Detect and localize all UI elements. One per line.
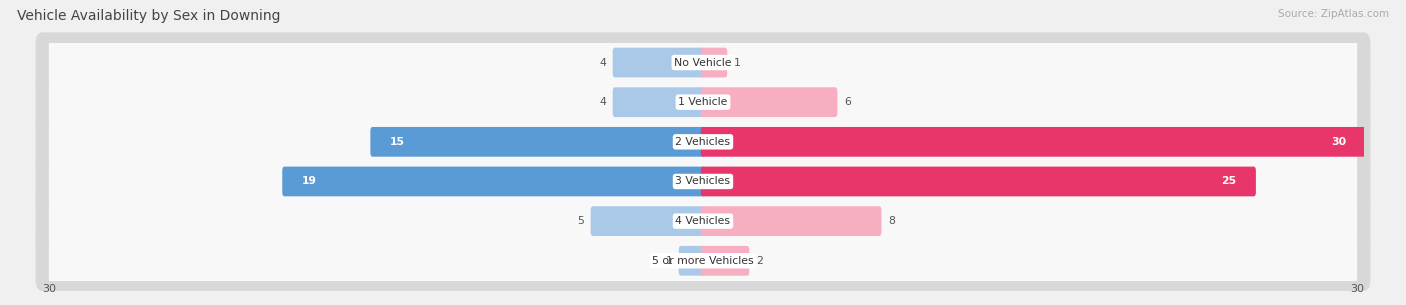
Text: 30: 30: [1331, 137, 1346, 147]
Text: 19: 19: [302, 177, 318, 186]
FancyBboxPatch shape: [283, 167, 706, 196]
Text: 30: 30: [1350, 284, 1364, 293]
Text: 5: 5: [578, 216, 583, 226]
FancyBboxPatch shape: [700, 87, 838, 117]
Text: Source: ZipAtlas.com: Source: ZipAtlas.com: [1278, 9, 1389, 19]
Text: 4: 4: [599, 97, 606, 107]
Text: Vehicle Availability by Sex in Downing: Vehicle Availability by Sex in Downing: [17, 9, 280, 23]
FancyBboxPatch shape: [700, 48, 727, 77]
FancyBboxPatch shape: [49, 38, 1357, 87]
Text: 1: 1: [734, 58, 741, 67]
FancyBboxPatch shape: [700, 167, 1256, 196]
Text: 4 Vehicles: 4 Vehicles: [675, 216, 731, 226]
FancyBboxPatch shape: [591, 206, 706, 236]
Text: 6: 6: [844, 97, 851, 107]
Text: 2: 2: [756, 256, 762, 266]
FancyBboxPatch shape: [49, 78, 1357, 126]
FancyBboxPatch shape: [35, 191, 1371, 251]
FancyBboxPatch shape: [49, 237, 1357, 285]
Text: 15: 15: [391, 137, 405, 147]
FancyBboxPatch shape: [49, 118, 1357, 166]
FancyBboxPatch shape: [49, 197, 1357, 245]
Text: 25: 25: [1220, 177, 1236, 186]
Text: No Vehicle: No Vehicle: [675, 58, 731, 67]
Text: 4: 4: [599, 58, 606, 67]
Text: 1: 1: [665, 256, 672, 266]
FancyBboxPatch shape: [49, 157, 1357, 206]
Text: 2 Vehicles: 2 Vehicles: [675, 137, 731, 147]
Text: 8: 8: [889, 216, 894, 226]
FancyBboxPatch shape: [679, 246, 706, 276]
FancyBboxPatch shape: [35, 151, 1371, 212]
Text: 3 Vehicles: 3 Vehicles: [675, 177, 731, 186]
FancyBboxPatch shape: [35, 112, 1371, 172]
Text: 1 Vehicle: 1 Vehicle: [678, 97, 728, 107]
FancyBboxPatch shape: [700, 206, 882, 236]
FancyBboxPatch shape: [35, 231, 1371, 291]
FancyBboxPatch shape: [35, 72, 1371, 132]
FancyBboxPatch shape: [35, 32, 1371, 93]
FancyBboxPatch shape: [700, 246, 749, 276]
FancyBboxPatch shape: [370, 127, 706, 157]
FancyBboxPatch shape: [700, 127, 1367, 157]
Text: 5 or more Vehicles: 5 or more Vehicles: [652, 256, 754, 266]
Text: 30: 30: [42, 284, 56, 293]
FancyBboxPatch shape: [613, 48, 706, 77]
FancyBboxPatch shape: [613, 87, 706, 117]
